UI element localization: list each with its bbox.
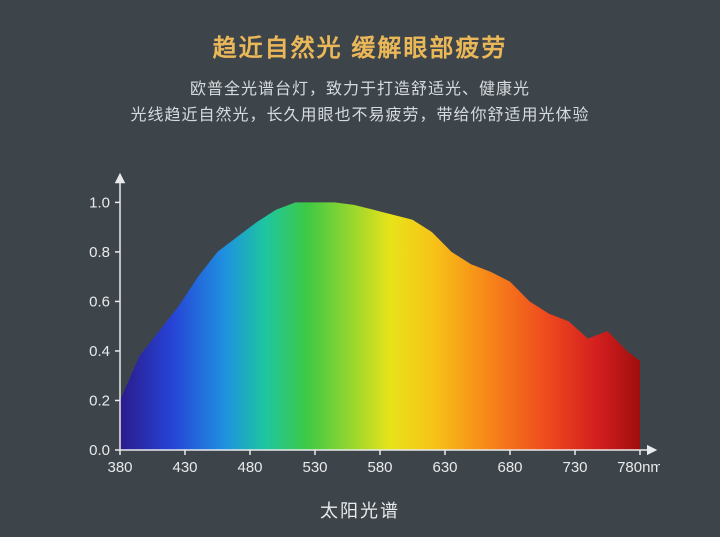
chart-caption: 太阳光谱 — [0, 497, 720, 523]
subtitle-line-2: 光线趋近自然光，长久用眼也不易疲劳，带给你舒适用光体验 — [130, 107, 589, 124]
y-tick-label: 0.2 — [89, 392, 110, 409]
spectrum-area — [120, 202, 640, 450]
subtitle-line-1: 欧普全光谱台灯，致力于打造舒适光、健康光 — [190, 81, 530, 98]
x-tick-label: 480 — [237, 459, 262, 476]
x-tick-label: 630 — [432, 459, 457, 476]
x-tick-label: 380 — [107, 459, 132, 476]
page-title: 趋近自然光 缓解眼部疲劳 — [0, 0, 720, 63]
x-tick-label: 780nm — [617, 459, 660, 476]
x-tick-label: 430 — [172, 459, 197, 476]
x-tick-label: 730 — [562, 459, 587, 476]
spectrum-chart: 0.0 0.2 0.4 0.6 0.8 1.0 380 430 480 530 580 630 680 7… — [60, 160, 660, 480]
x-tick-label: 530 — [302, 459, 327, 476]
y-tick-label: 0.6 — [89, 293, 110, 310]
x-tick-label: 680 — [497, 459, 522, 476]
y-tick-label: 0.0 — [89, 442, 110, 459]
y-tick-label: 1.0 — [89, 194, 110, 211]
y-tick-label: 0.8 — [89, 244, 110, 261]
y-tick-label: 0.4 — [89, 343, 110, 360]
spectrum-svg: 0.0 0.2 0.4 0.6 0.8 1.0 380 430 480 530 580 630 680 7… — [60, 160, 660, 480]
x-tick-label: 580 — [367, 459, 392, 476]
page-subtitle: 欧普全光谱台灯，致力于打造舒适光、健康光 光线趋近自然光，长久用眼也不易疲劳，带… — [0, 77, 720, 129]
